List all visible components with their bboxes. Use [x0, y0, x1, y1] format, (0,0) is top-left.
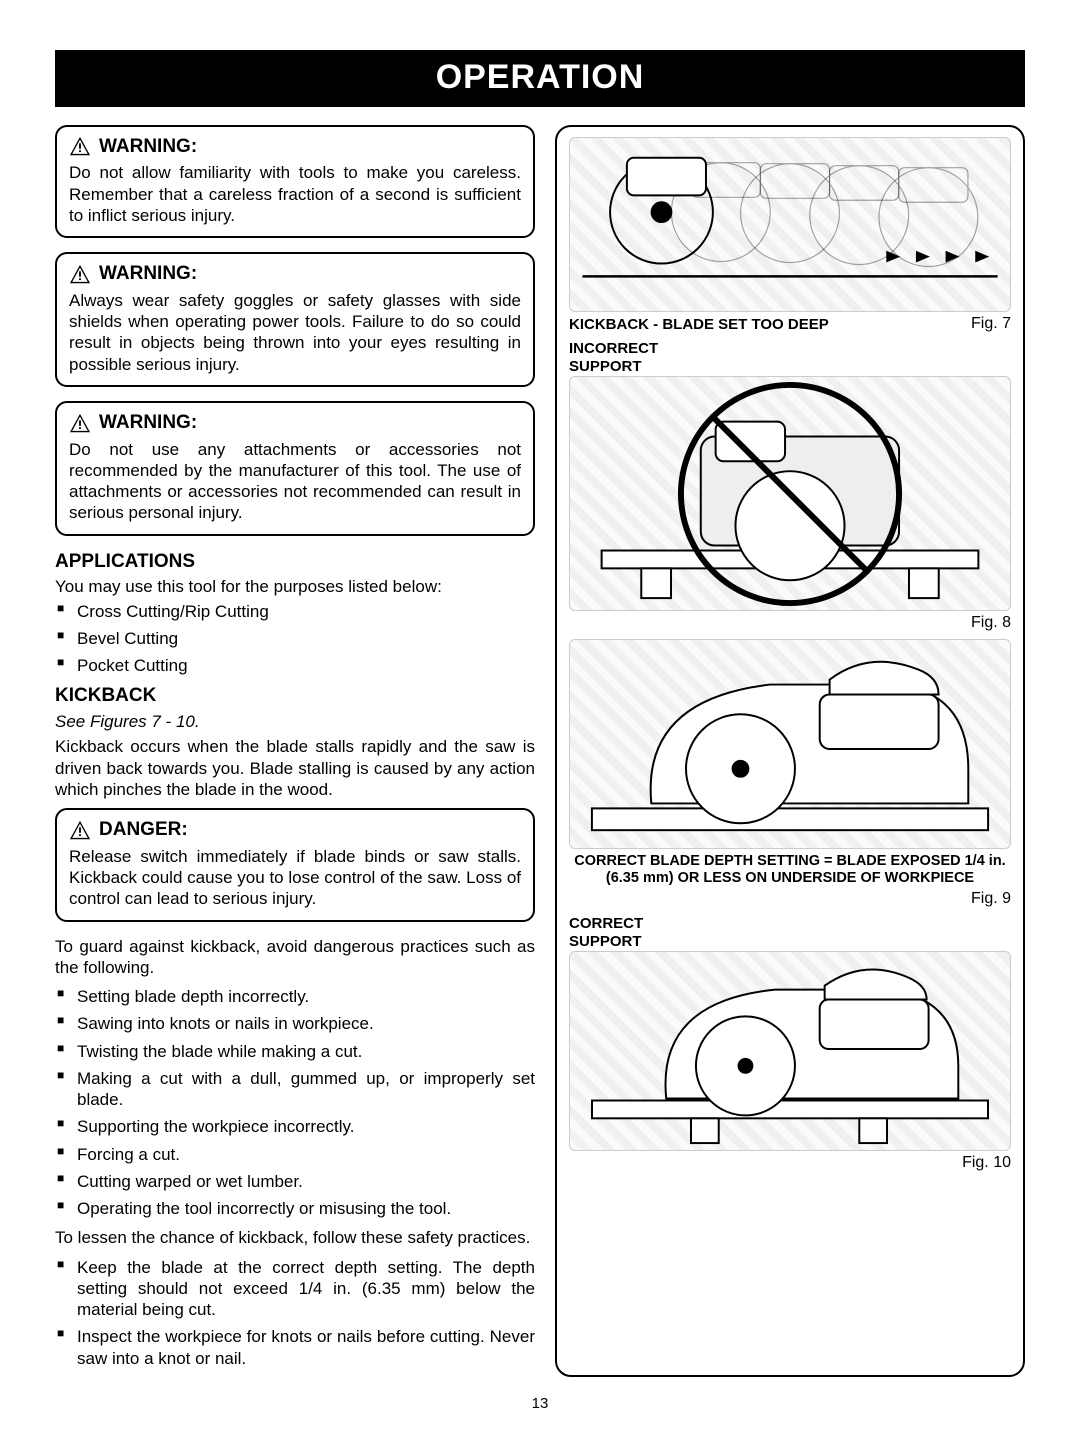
warning-body: Do not use any attachments or accessorie…	[69, 439, 521, 524]
list-item: Keep the blade at the correct depth sett…	[55, 1257, 535, 1321]
danger-label: DANGER:	[99, 818, 188, 842]
warning-box-1: WARNING: Do not allow familiarity with t…	[55, 125, 535, 239]
list-item: Setting blade depth incorrectly.	[55, 986, 535, 1007]
page-number: 13	[55, 1395, 1025, 1414]
list-item: Inspect the workpiece for knots or nails…	[55, 1326, 535, 1369]
two-column-layout: WARNING: Do not allow familiarity with t…	[55, 125, 1025, 1377]
figure-10-illustration	[569, 951, 1011, 1151]
warning-box-3: WARNING: Do not use any attachments or a…	[55, 401, 535, 536]
warning-icon	[69, 136, 91, 156]
figure-7-label: KICKBACK - BLADE SET TOO DEEP	[569, 316, 829, 334]
warning-label: WARNING:	[99, 262, 197, 286]
figure-10: CORRECT SUPPORT Fig. 10	[569, 915, 1011, 1173]
applications-heading: APPLICATIONS	[55, 550, 535, 574]
warning-icon	[69, 413, 91, 433]
danger-body: Release switch immediately if blade bind…	[69, 846, 521, 910]
list-item: Cross Cutting/Rip Cutting	[55, 601, 535, 622]
warning-body: Do not allow familiarity with tools to m…	[69, 162, 521, 226]
lessen-intro: To lessen the chance of kickback, follow…	[55, 1227, 535, 1248]
guard-list: Setting blade depth incorrectly. Sawing …	[55, 986, 535, 1219]
list-item: Forcing a cut.	[55, 1144, 535, 1165]
figure-7: KICKBACK - BLADE SET TOO DEEP Fig. 7	[569, 137, 1011, 334]
warning-icon	[69, 820, 91, 840]
danger-box: DANGER: Release switch immediately if bl…	[55, 808, 535, 922]
list-item: Bevel Cutting	[55, 628, 535, 649]
warning-icon	[69, 264, 91, 284]
section-title: OPERATION	[55, 50, 1025, 107]
list-item: Twisting the blade while making a cut.	[55, 1041, 535, 1062]
right-column-figures: KICKBACK - BLADE SET TOO DEEP Fig. 7 INC…	[555, 125, 1025, 1377]
figure-7-caption: Fig. 7	[971, 314, 1011, 334]
figure-8-illustration	[569, 376, 1011, 611]
kickback-para: Kickback occurs when the blade stalls ra…	[55, 736, 535, 800]
kickback-heading: KICKBACK	[55, 684, 535, 708]
see-figures: See Figures 7 - 10.	[55, 711, 535, 732]
list-item: Cutting warped or wet lumber.	[55, 1171, 535, 1192]
figure-8-label: INCORRECT SUPPORT	[569, 340, 1011, 376]
guard-intro: To guard against kickback, avoid dangero…	[55, 936, 535, 979]
figure-9-label: CORRECT BLADE DEPTH SETTING = BLADE EXPO…	[569, 853, 1011, 888]
figure-9: CORRECT BLADE DEPTH SETTING = BLADE EXPO…	[569, 639, 1011, 910]
list-item: Making a cut with a dull, gummed up, or …	[55, 1068, 535, 1111]
left-column: WARNING: Do not allow familiarity with t…	[55, 125, 535, 1377]
figure-7-illustration	[569, 137, 1011, 312]
warning-box-2: WARNING: Always wear safety goggles or s…	[55, 252, 535, 387]
figure-8: INCORRECT SUPPORT Fig. 8	[569, 340, 1011, 633]
list-item: Operating the tool incorrectly or misusi…	[55, 1198, 535, 1219]
figure-10-caption: Fig. 10	[569, 1153, 1011, 1173]
list-item: Pocket Cutting	[55, 655, 535, 676]
lessen-list: Keep the blade at the correct depth sett…	[55, 1257, 535, 1369]
figure-9-caption: Fig. 9	[569, 889, 1011, 909]
warning-label: WARNING:	[99, 411, 197, 435]
figure-9-illustration	[569, 639, 1011, 849]
list-item: Sawing into knots or nails in workpiece.	[55, 1013, 535, 1034]
applications-intro: You may use this tool for the purposes l…	[55, 576, 535, 597]
list-item: Supporting the workpiece incorrectly.	[55, 1116, 535, 1137]
warning-body: Always wear safety goggles or safety gla…	[69, 290, 521, 375]
warning-label: WARNING:	[99, 135, 197, 159]
figure-8-caption: Fig. 8	[569, 613, 1011, 633]
figure-10-label: CORRECT SUPPORT	[569, 915, 1011, 951]
applications-list: Cross Cutting/Rip Cutting Bevel Cutting …	[55, 601, 535, 677]
